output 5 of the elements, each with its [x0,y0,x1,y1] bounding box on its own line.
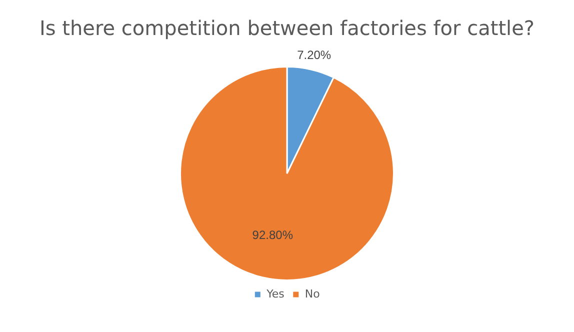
data-label: 7.20% [297,48,332,62]
chart-title: Is there competition between factories for cattle? [39,16,535,40]
legend-label: No [304,287,320,300]
legend-label: Yes [266,287,285,300]
data-label: 92.80% [252,228,294,242]
